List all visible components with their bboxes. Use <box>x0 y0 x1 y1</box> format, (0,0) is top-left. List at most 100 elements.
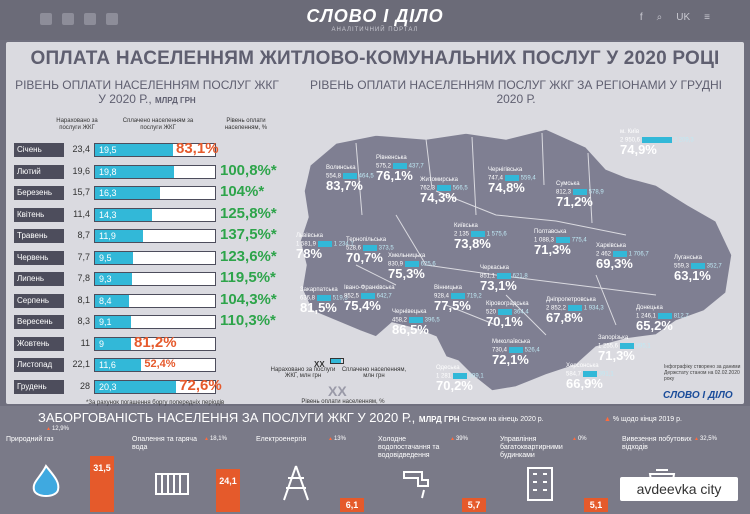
col-header-accrued: Нараховано за послуги ЖКГ <box>56 118 98 131</box>
region-level: 65,2% <box>636 317 673 333</box>
month-label: Березень <box>14 186 64 200</box>
region-level: 66,9% <box>566 375 603 391</box>
region-name: Житомирська <box>420 177 458 183</box>
month-label: Липень <box>14 272 64 286</box>
region-label: м. Київ 2 950,6 2 209,3 74,9% <box>620 129 694 156</box>
region-accrued: 2 950,6 <box>620 137 641 144</box>
region-level: 73,1% <box>480 277 517 293</box>
region-label: Закарпатська 636,8 519,3 81,5% <box>300 287 348 314</box>
region-paid: 526,4 <box>523 347 540 354</box>
instagram-icon[interactable] <box>106 13 118 25</box>
region-name: Київська <box>454 223 478 229</box>
region-accrued: 812,3 <box>556 189 572 196</box>
paid-value: 20,3 <box>99 381 117 392</box>
footnote: *За рахунок погашення боргу попередніх п… <box>86 400 225 406</box>
region-accrued: 559,3 <box>674 263 690 270</box>
site-logo[interactable]: СЛОВО І ДІЛО <box>306 6 444 26</box>
paid-value: 14,3 <box>99 209 117 220</box>
region-values: 2 462 1 706,7 <box>596 251 649 259</box>
region-values: 575,2 437,7 <box>376 163 424 171</box>
region-paid: 396,5 <box>423 317 440 324</box>
menu-icon[interactable]: ≡ <box>704 12 710 23</box>
region-level: 72,1% <box>492 351 529 367</box>
region-paid: 373,5 <box>377 245 394 252</box>
region-accrued: 575,2 <box>376 163 392 170</box>
region-level: 77,5% <box>434 297 471 313</box>
paid-value: 9,5 <box>99 252 112 263</box>
region-level: 83,7% <box>326 177 363 193</box>
level-value: 100,8%* <box>220 161 277 179</box>
debt-value-bar: 24,1 <box>216 469 240 512</box>
region-level: 75,3% <box>388 265 425 281</box>
infographic-panel: ОПЛАТА НАСЕЛЕННЯМ ЖИТЛОВО-КОМУНАЛЬНИХ ПО… <box>6 42 744 406</box>
region-paid-bar <box>409 317 424 323</box>
region-level: 74,8% <box>488 179 525 195</box>
facebook-icon[interactable] <box>40 13 52 25</box>
region-name: Полтавська <box>534 229 567 235</box>
month-label: Вересень <box>14 315 64 329</box>
month-row: Травень 8,7 11,9 137,5%* <box>14 226 294 244</box>
debt-value-bar: 5,7 <box>462 498 486 512</box>
paid-bar <box>95 359 142 371</box>
legend-accrued: Нараховано за послуги ЖКГ, млн грн <box>270 367 336 379</box>
region-paid: 812,7 <box>672 313 689 320</box>
region-name: Кіровоградська <box>486 301 529 307</box>
region-paid-bar <box>405 261 420 267</box>
region-paid-bar <box>363 245 378 251</box>
region-label: Тернопільська 528,6 373,5 70,7% <box>346 237 394 264</box>
region-paid-bar <box>509 347 524 353</box>
legend-paid: Сплачено населенням, млн грн <box>341 367 407 379</box>
facebook-icon[interactable]: f <box>639 12 643 23</box>
region-values: 636,8 519,3 <box>300 295 348 303</box>
region-paid: 719,2 <box>465 293 482 300</box>
region-name: Миколаївська <box>492 339 531 345</box>
legend-bar <box>330 358 344 364</box>
telegram-icon[interactable] <box>62 13 74 25</box>
region-paid: 1 234,1 <box>332 241 354 248</box>
region-name: Сумська <box>556 181 580 187</box>
youtube-icon[interactable] <box>84 13 96 25</box>
paid-bar-track: 14,3 <box>94 207 216 222</box>
paid-bar-track: 20,3 <box>94 379 216 394</box>
region-values: 812,3 578,9 <box>556 189 604 197</box>
region-label: Дніпропетровська 2 852,2 1 934,3 67,8% <box>546 297 604 324</box>
accrued-value: 15,7 <box>72 187 90 197</box>
paid-bar <box>95 337 131 350</box>
region-label: Чернігівська 747,4 559,4 74,8% <box>488 167 536 195</box>
region-paid-bar <box>498 309 513 315</box>
region-paid: 899,1 <box>467 373 484 380</box>
debt-category: Холодне водопостачання та водовідведення… <box>378 436 498 512</box>
paid-value: 9,1 <box>99 317 112 327</box>
region-paid-bar <box>437 185 452 191</box>
paid-bar <box>95 208 153 221</box>
region-level: 74,3% <box>420 189 457 205</box>
region-level: 70,1% <box>486 313 523 329</box>
ukraine-map: Волинська 554,8 464,5 83,7% Рівненська 575,2… <box>296 125 738 397</box>
debt-change: 18,1% <box>204 436 227 442</box>
building-icon <box>527 467 553 501</box>
source-note: Інфографіку створено за даними Держстату… <box>664 364 741 382</box>
region-paid-bar <box>620 343 635 349</box>
month-row: Червень 7,7 9,5 123,6%* <box>14 247 294 266</box>
region-name: Чернівецька <box>392 309 427 315</box>
debt-category: Природний газ 12,9% 31,5 <box>6 426 126 512</box>
region-values: 559,3 352,7 <box>674 263 722 271</box>
search-icon[interactable]: ⌕ <box>656 12 663 23</box>
region-values: 528,6 373,5 <box>346 245 394 253</box>
site-tagline: АНАЛІТИЧНИЙ ПОРТАЛ <box>331 27 419 33</box>
paid-value: 8,4 <box>99 295 112 306</box>
region-accrued: 554,8 <box>326 173 342 180</box>
language-switch[interactable]: UK <box>676 12 691 23</box>
region-values: 747,4 559,4 <box>488 175 536 183</box>
region-paid: 2 209,3 <box>672 137 694 144</box>
level-value: 123,6%* <box>220 247 277 265</box>
region-values: 1 088,3 775,4 <box>534 237 587 245</box>
region-accrued: 851,1 <box>480 273 496 280</box>
legend-xx-1: ХХ <box>314 360 325 369</box>
accrued-value: 23,4 <box>72 144 90 154</box>
region-name: Донецька <box>636 305 663 311</box>
region-paid-bar <box>393 163 408 169</box>
region-paid-bar <box>573 189 588 195</box>
region-paid-bar <box>471 231 486 237</box>
paid-bar-track: 9,5 <box>94 250 216 265</box>
